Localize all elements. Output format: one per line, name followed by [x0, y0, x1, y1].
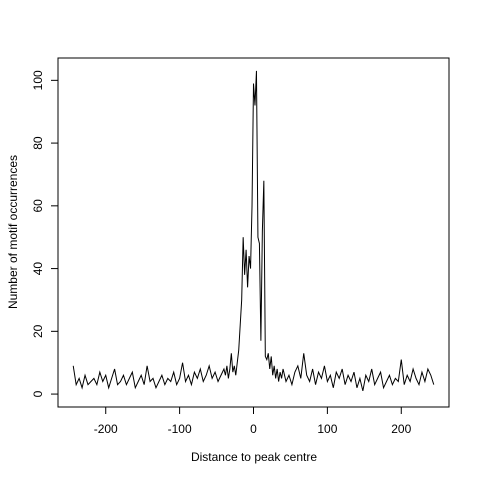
data-line [72, 70, 435, 392]
y-tick-label: 0 [31, 390, 45, 397]
y-axis-label: Number of motif occurrences [6, 155, 20, 309]
y-tick-label: 40 [31, 262, 45, 276]
y-tick-label: 100 [31, 70, 45, 90]
x-tick-label: 0 [250, 422, 257, 436]
x-tick-label: 100 [317, 422, 337, 436]
y-tick-label: 20 [31, 324, 45, 338]
y-tick-label: 80 [31, 136, 45, 150]
x-tick-label: -200 [94, 422, 118, 436]
x-tick-label: -100 [168, 422, 192, 436]
x-tick-label: 200 [391, 422, 411, 436]
y-tick-label: 60 [31, 199, 45, 213]
x-axis-label: Distance to peak centre [191, 450, 317, 464]
